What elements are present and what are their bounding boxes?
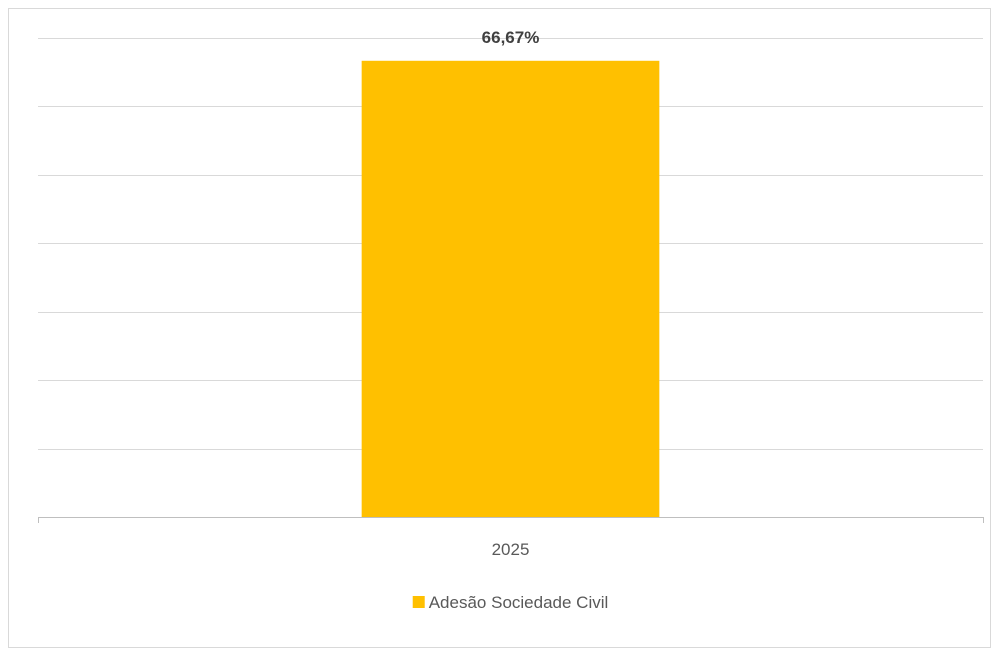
x-axis xyxy=(38,517,984,523)
bar xyxy=(361,60,660,517)
legend-label: Adesão Sociedade Civil xyxy=(429,593,609,612)
legend-swatch xyxy=(412,596,425,608)
data-label: 66,67% xyxy=(482,28,540,47)
legend: Adesão Sociedade Civil xyxy=(412,593,609,612)
bars xyxy=(361,60,660,517)
bar-chart: 66,67% 2025 Adesão Sociedade Civil xyxy=(38,28,984,612)
x-tick-label: 2025 xyxy=(492,540,530,559)
data-labels: 66,67% 2025 xyxy=(482,28,540,559)
